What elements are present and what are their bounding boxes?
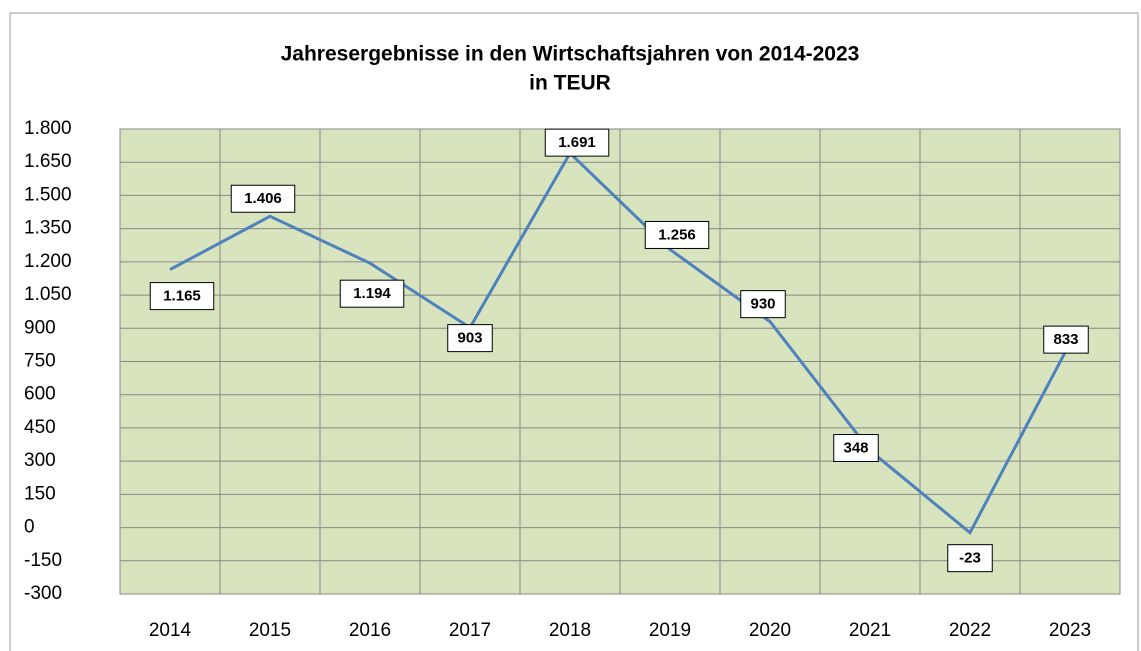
value-label: 1.691 <box>558 134 596 151</box>
x-tick-label: 2016 <box>349 620 391 641</box>
value-label: 833 <box>1053 331 1078 348</box>
value-label-box <box>740 290 786 319</box>
value-label: 930 <box>750 296 775 313</box>
y-tick-label: -300 <box>24 583 62 604</box>
x-tick-label: 2022 <box>949 620 991 641</box>
y-tick-label: 150 <box>24 483 56 504</box>
value-label: 1.194 <box>353 285 391 302</box>
value-label: 1.406 <box>244 190 282 207</box>
value-label-box <box>1043 325 1089 354</box>
y-tick-label: 600 <box>24 384 56 405</box>
y-tick-label: 1.050 <box>24 284 72 305</box>
value-label-box <box>947 544 993 573</box>
value-label-box <box>833 434 879 463</box>
y-tick-label: 750 <box>24 351 56 372</box>
x-tick-label: 2021 <box>849 620 891 641</box>
y-tick-label: -150 <box>24 550 62 571</box>
value-label: 1.165 <box>163 288 201 305</box>
y-tick-label: 1.500 <box>24 184 72 205</box>
data-line <box>169 150 1072 535</box>
x-tick-label: 2015 <box>249 620 291 641</box>
y-tick-label: 1.200 <box>24 251 72 272</box>
value-label-box <box>339 279 405 308</box>
value-label-box <box>544 128 610 157</box>
value-label-box <box>447 324 493 353</box>
y-tick-label: 1.650 <box>24 151 72 172</box>
value-label: 348 <box>843 439 868 456</box>
y-tick-label: 0 <box>24 517 35 538</box>
x-tick-label: 2020 <box>749 620 791 641</box>
value-label: 903 <box>457 330 482 347</box>
y-tick-label: 1.350 <box>24 218 72 239</box>
value-label-box <box>230 184 296 213</box>
x-tick-label: 2023 <box>1049 620 1091 641</box>
y-tick-label: 450 <box>24 417 56 438</box>
x-tick-label: 2019 <box>649 620 691 641</box>
value-label-box <box>644 220 710 249</box>
chart-title: in TEUR <box>529 72 611 95</box>
chart-title: Jahresergebnisse in den Wirtschaftsjahre… <box>281 43 860 66</box>
value-label: -23 <box>959 550 981 567</box>
value-label-box <box>149 282 215 311</box>
y-tick-label: 1.800 <box>24 118 72 139</box>
y-tick-label: 300 <box>24 450 56 471</box>
y-tick-label: 900 <box>24 317 56 338</box>
x-tick-label: 2014 <box>149 620 192 641</box>
x-tick-label: 2017 <box>449 620 491 641</box>
value-label: 1.256 <box>658 226 696 243</box>
x-tick-label: 2018 <box>549 620 591 641</box>
